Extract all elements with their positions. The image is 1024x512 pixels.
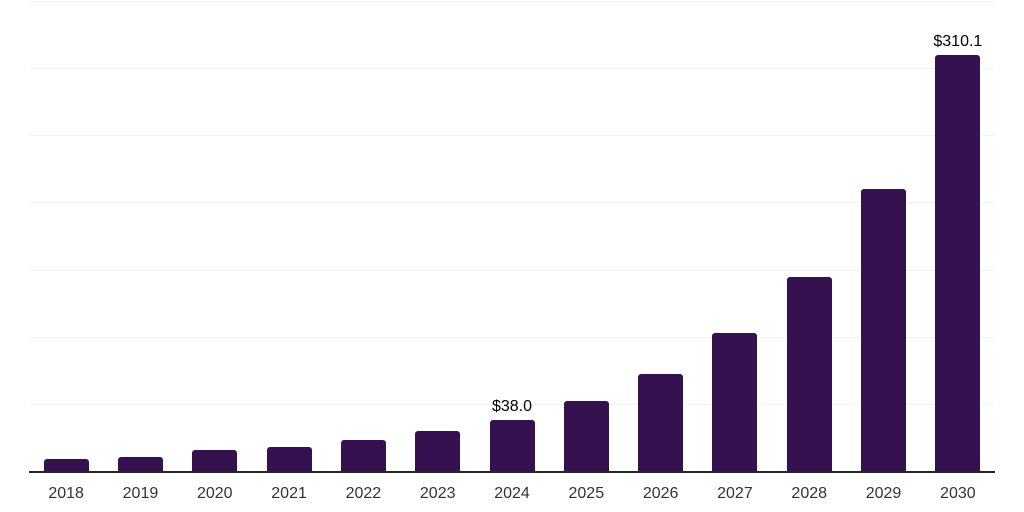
x-tick-label-2019: 2019 [122, 485, 159, 502]
gridline [29, 135, 995, 137]
gridline [29, 1, 995, 2]
x-tick-label-2023: 2023 [419, 485, 456, 502]
bar-2019 [117, 457, 163, 471]
x-tick-label-2024: 2024 [494, 485, 530, 502]
bar-2018 [43, 459, 89, 471]
gridline [29, 403, 995, 405]
x-tick-label-2022: 2022 [345, 485, 382, 502]
data-label-2030: $310.1 [933, 32, 983, 50]
gridline [29, 336, 995, 338]
bar-2023 [415, 431, 461, 471]
data-label-2024: $38.0 [491, 397, 533, 415]
gridline [29, 269, 995, 271]
x-tick-label-2020: 2020 [196, 485, 233, 502]
bar-2030 [935, 54, 981, 471]
bar-2024 [489, 419, 535, 471]
x-tick-label-2029: 2029 [865, 485, 902, 502]
x-tick-label-2025: 2025 [568, 485, 605, 502]
gridline [29, 68, 995, 70]
bar-2021 [266, 447, 312, 471]
bar-2027 [712, 333, 758, 471]
bar-2028 [786, 276, 832, 471]
x-tick-label-2030: 2030 [940, 485, 976, 502]
x-axis-line [29, 471, 995, 473]
bar-2025 [563, 400, 609, 471]
bar-2026 [638, 374, 684, 471]
bar-2029 [861, 189, 907, 471]
x-tick-label-2027: 2027 [717, 485, 753, 502]
gridline [29, 202, 995, 204]
bar-2020 [192, 450, 238, 471]
x-tick-label-2018: 2018 [48, 485, 84, 502]
bar-2022 [340, 439, 386, 471]
x-tick-label-2026: 2026 [642, 485, 679, 502]
x-tick-label-2021: 2021 [271, 485, 307, 502]
x-tick-label-2028: 2028 [791, 485, 828, 502]
